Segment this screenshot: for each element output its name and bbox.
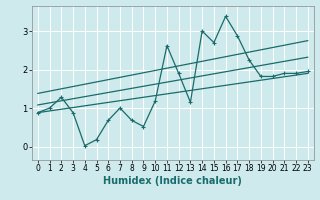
X-axis label: Humidex (Indice chaleur): Humidex (Indice chaleur) [103, 176, 242, 186]
